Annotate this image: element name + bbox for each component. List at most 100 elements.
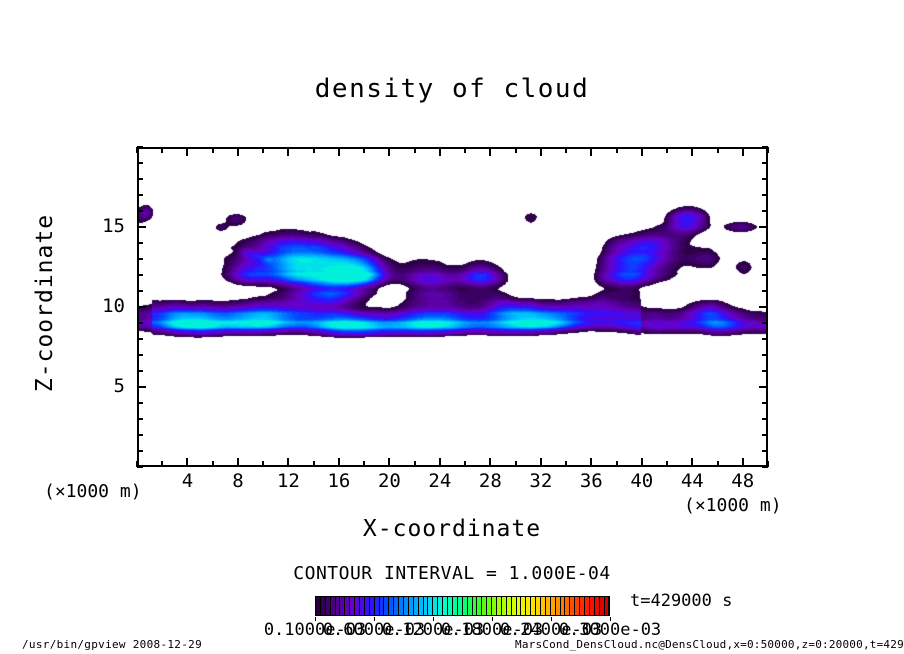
colorbar-tick-mark [610,617,611,621]
x-tick-mark-top [363,147,366,153]
colorbar-band [472,597,478,615]
colorbar-band [492,597,497,615]
y-tick-mark [137,290,143,292]
x-tick-mark-top [438,147,441,156]
x-tick-mark-top [716,147,719,153]
colorbar-band [423,597,429,615]
colorbar-band [330,597,336,615]
x-tick-mark [388,458,391,467]
y-tick-mark [137,274,143,276]
colorbar-band [555,597,561,615]
x-tick-label: 32 [529,470,553,492]
y-tick-mark-right [762,258,768,260]
colorbar [315,596,610,616]
colorbar-band [350,597,356,615]
colorbar-band [565,597,571,615]
x-tick-mark [186,458,189,467]
colorbar-band [374,597,380,615]
cloud-density-field [139,149,766,465]
colorbar-tick-label: 0.3000e-03 [558,620,662,640]
y-tick-label: 15 [102,215,125,237]
y-tick-mark [137,210,143,212]
colorbar-band [550,597,556,615]
colorbar-tick-mark [433,617,434,621]
x-tick-mark [565,461,568,467]
colorbar-band [545,597,551,615]
x-tick-mark [489,458,492,467]
y-tick-mark [137,258,143,260]
colorbar-tick-mark [492,617,493,621]
y-tick-mark-right [762,194,768,196]
colorbar-band [443,597,449,615]
x-tick-mark [262,461,265,467]
x-tick-mark [464,461,467,467]
colorbar-band [589,597,595,615]
x-tick-label: 40 [630,470,654,492]
footer-command: /usr/bin/gpview 2008-12-29 [22,638,202,651]
colorbar-band [521,597,527,615]
y-tick-mark [137,466,143,468]
colorbar-band [335,597,341,615]
contour-interval-label: CONTOUR INTERVAL = 1.000E-04 [293,563,611,584]
y-tick-mark [137,322,143,324]
x-tick-mark [312,461,315,467]
colorbar-band [408,597,414,615]
x-tick-label: 4 [181,470,194,492]
x-tick-mark-top [666,147,669,153]
colorbar-band [404,597,409,615]
x-tick-label: 12 [276,470,300,492]
x-tick-mark-top [186,147,189,156]
colorbar-tick-label: 0.1200e-03 [381,620,485,640]
colorbar-band [345,597,351,615]
y-tick-mark-right [762,450,768,452]
y-tick-mark [137,450,143,452]
x-tick-mark [539,458,542,467]
x-tick-label: 24 [428,470,452,492]
colorbar-tick-mark [315,617,316,621]
colorbar-band [448,597,453,615]
colorbar-band [496,597,502,615]
colorbar-band [433,597,439,615]
x-tick-mark [666,461,669,467]
colorbar-band [467,597,473,615]
y-tick-mark-right [759,386,768,388]
x-tick-mark [236,458,239,467]
y-tick-mark [137,226,146,228]
x-tick-mark-top [312,147,315,153]
x-tick-mark [691,458,694,467]
colorbar-band [482,597,488,615]
colorbar-band [487,597,493,615]
x-axis-title: X-coordinate [362,516,542,542]
colorbar-band [536,597,541,615]
colorbar-band [379,597,385,615]
x-tick-mark-top [514,147,517,153]
colorbar-band [506,597,512,615]
x-tick-mark [640,458,643,467]
y-tick-mark-right [762,178,768,180]
x-tick-mark [767,461,769,467]
x-tick-label: 44 [680,470,704,492]
colorbar-tick-label: 0.1000e-03 [263,620,367,640]
time-label: t=429000 s [630,591,733,611]
page-title: density of cloud [314,74,590,104]
y-tick-mark-right [762,402,768,404]
y-tick-mark [137,242,143,244]
y-tick-mark-right [762,210,768,212]
x-tick-mark-top [161,147,164,153]
colorbar-band [570,597,576,615]
x-tick-mark-top [640,147,643,156]
colorbar-band [584,597,590,615]
colorbar-band [418,597,424,615]
colorbar-band [360,597,365,615]
y-tick-mark-right [762,466,768,468]
colorbar-tick-label: 0.2400e-03 [499,620,603,640]
x-tick-mark-top [236,147,239,156]
x-unit-label-right: (×1000 m) [684,495,782,516]
y-tick-mark-right [762,162,768,164]
y-tick-mark [137,418,143,420]
colorbar-band [511,597,517,615]
y-tick-mark [137,370,143,372]
x-tick-mark [438,458,441,467]
colorbar-band [320,597,326,615]
x-tick-mark [615,461,618,467]
